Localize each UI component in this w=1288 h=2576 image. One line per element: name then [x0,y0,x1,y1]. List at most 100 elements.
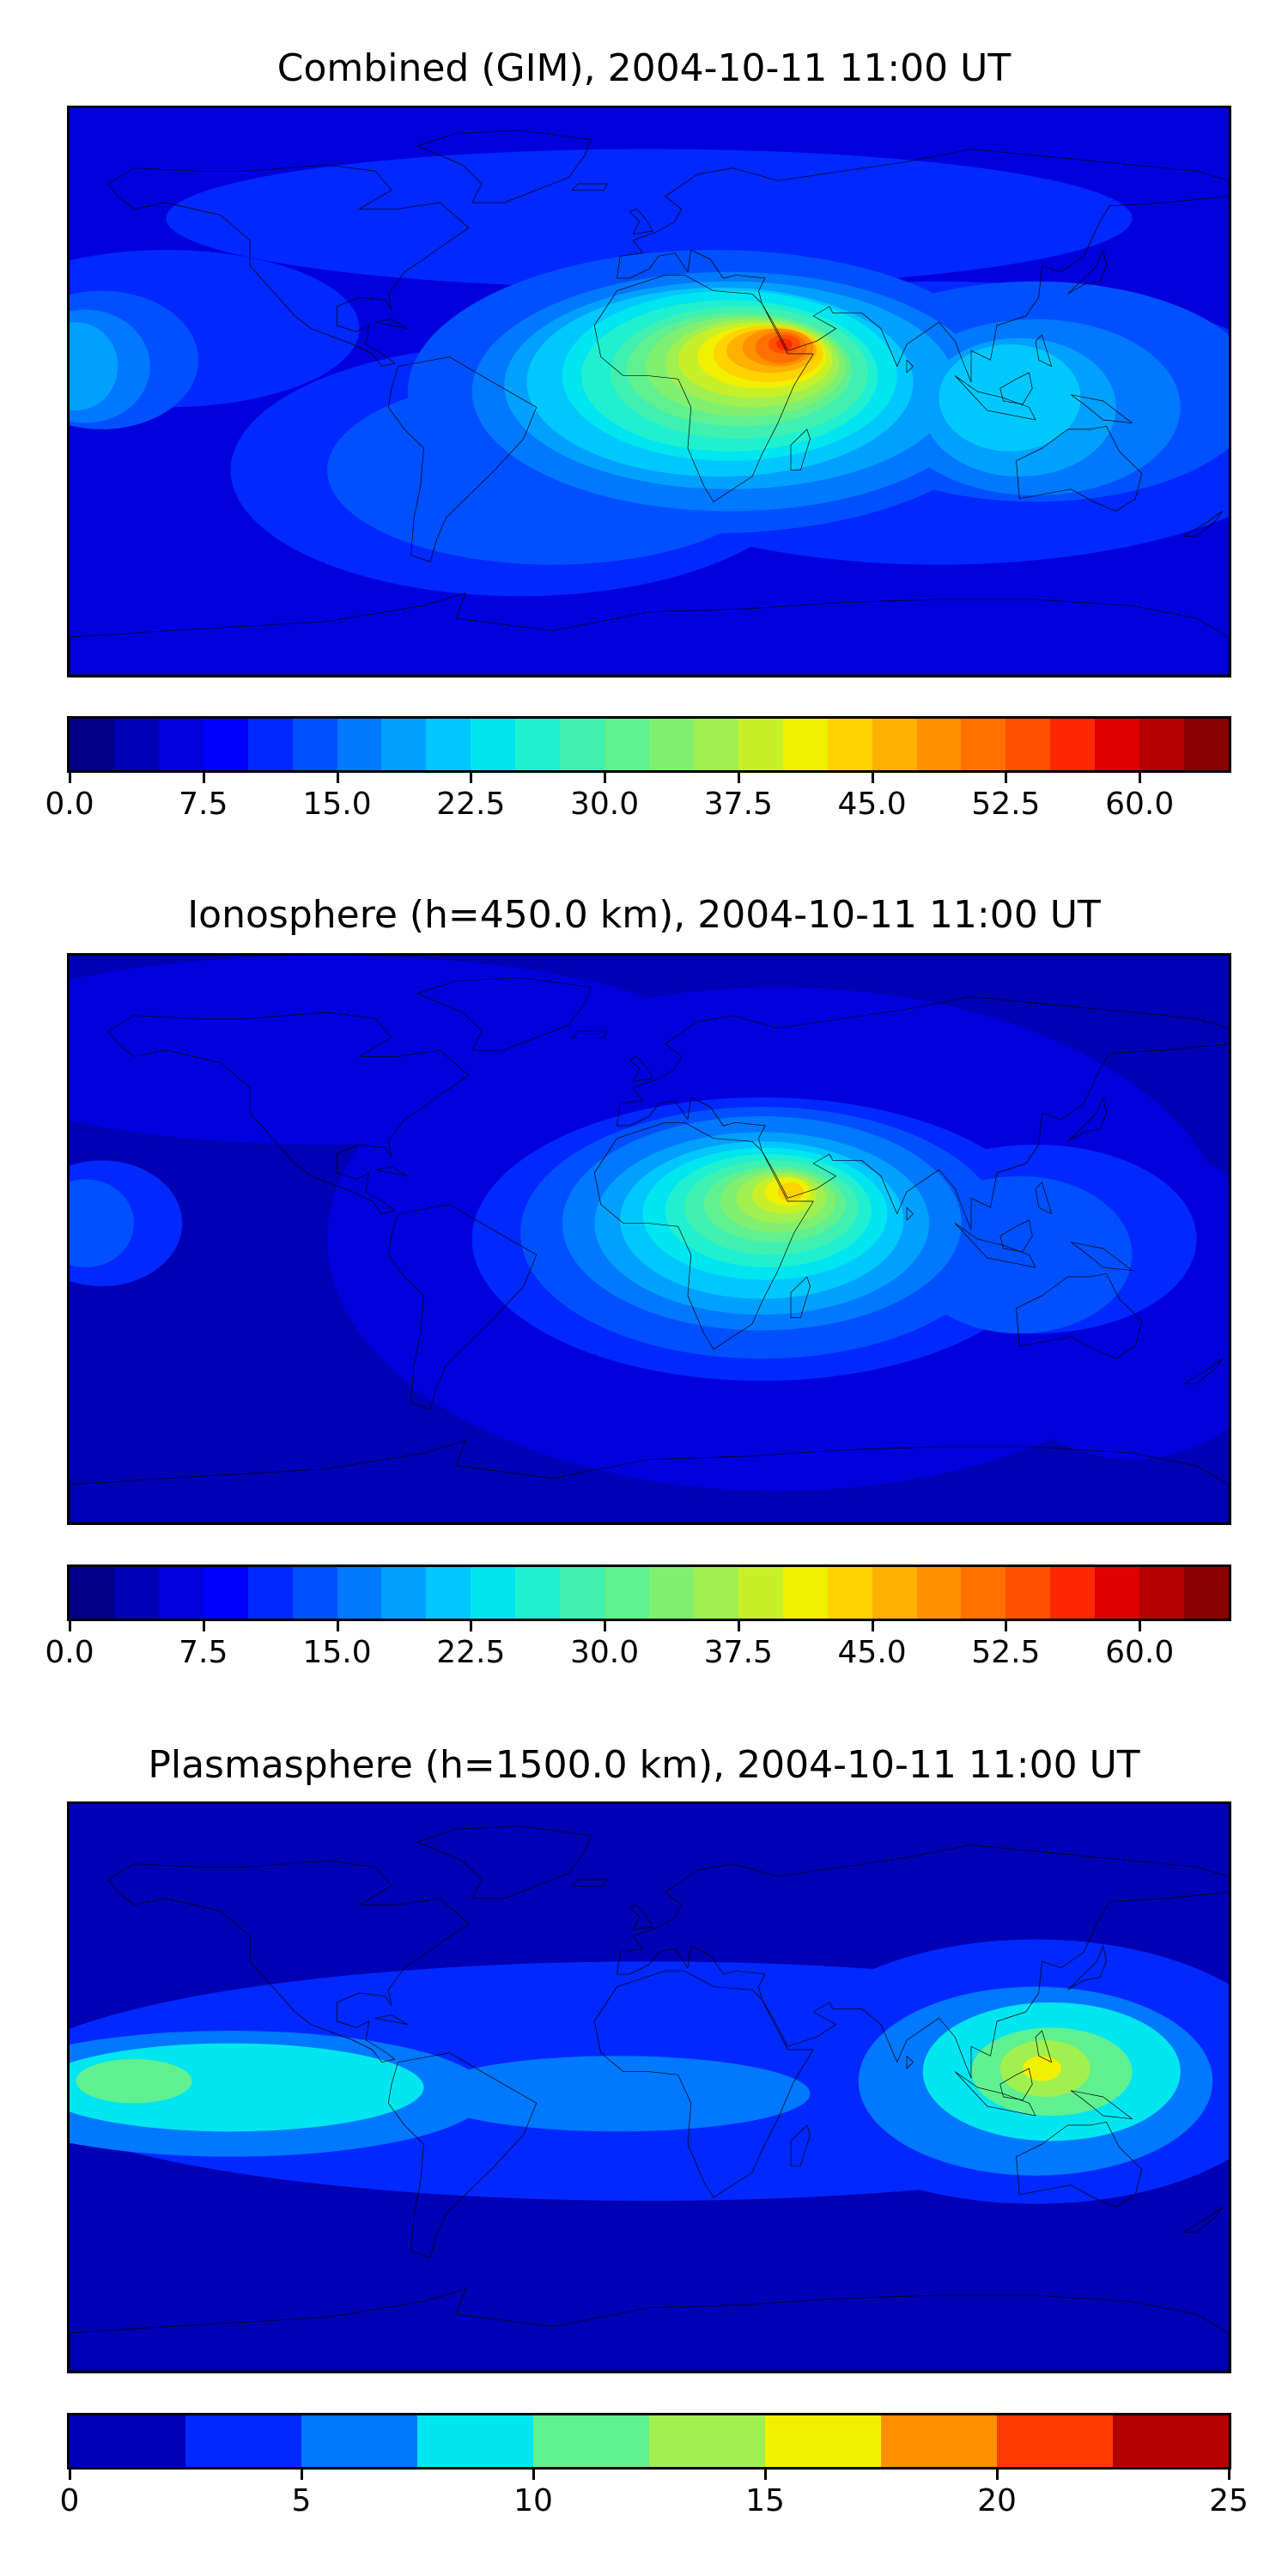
colorbar-tick-label: 22.5 [436,787,506,822]
colorbar-tick-label: 30.0 [569,1635,640,1670]
contour-level-2-blob-1 [907,1176,1133,1334]
colorbar-segment [738,1567,783,1619]
colorbar-segment [782,719,828,770]
coastline-cuba [375,319,408,329]
plasmasphere-colorbar-ticks: 0 5 10 15 20 25 [60,2470,1249,2521]
colorbar-tick [470,1621,473,1631]
coastline-eurasia [617,1845,1230,2078]
colorbar-tick [604,773,607,783]
coastline-new-guinea [1071,2091,1132,2119]
coastline-borneo [1000,2069,1033,2100]
colorbar-tick [336,1621,339,1631]
coastline-iceland [572,184,607,190]
colorbar-tick-label: 22.5 [436,1635,506,1670]
coastline-uk [630,1056,653,1081]
colorbar-segment [113,719,159,770]
coastline-new-guinea [1071,395,1132,423]
colorbar-tick-label: 0.0 [45,1635,94,1670]
colorbar-tick [764,2470,767,2480]
colorbar-segment [70,719,114,770]
colorbar-tick-label: 37.5 [703,1635,773,1670]
coastline-north-america [108,165,469,367]
colorbar-segment [961,719,1006,770]
coastline-africa [594,1971,813,2197]
contour-level-14-blob-0 [778,1182,804,1201]
colorbar-segment [648,719,694,770]
coastline-indonesia [955,376,1036,420]
combined-colorbar [67,716,1231,773]
coastline-south-america [388,2053,537,2257]
colorbar-segment [881,2415,997,2467]
colorbar-segment [247,719,293,770]
colorbar-segment [997,2415,1113,2467]
colorbar-segment [782,1567,828,1619]
colorbar-segment [1184,719,1229,770]
coastline-africa [594,275,813,501]
colorbar-segment [693,1567,738,1619]
colorbar-segment [203,719,248,770]
coastline-madagascar [791,429,811,471]
colorbar-tick [871,1621,874,1631]
colorbar-tick [69,1621,71,1631]
coastline-south-america [388,1205,537,1409]
colorbar-segment [113,1567,159,1619]
colorbar-tick [202,773,205,783]
colorbar-tick [1005,773,1008,783]
colorbar-segment [1139,1567,1185,1619]
combined-tec-contour-map [70,108,1229,675]
colorbar-tick-label: 15 [745,2483,785,2518]
colorbar-tick [871,773,874,783]
coastline-south-america [388,357,537,562]
colorbar-segment [426,719,471,770]
colorbar-segment [301,2415,417,2467]
colorbar-segment [381,719,427,770]
colorbar-segment [738,719,783,770]
coastline-japan [1068,1946,1107,1990]
colorbar-tick [532,2470,535,2480]
colorbar-tick [737,1621,740,1631]
panel-title: Ionosphere (h=450.0 km), 2004-10-11 11:0… [187,893,1101,937]
coastline-antarctica [70,1441,1229,1522]
colorbar-segment [827,1567,872,1619]
colorbar-segment [961,1567,1006,1619]
colorbar-segment [533,2415,649,2467]
colorbar-tick [1139,773,1142,783]
colorbar-tick [69,773,71,783]
colorbar-segment [247,1567,293,1619]
coastline-north-america [108,1012,469,1214]
colorbar-tick-label: 0 [59,2483,80,2518]
colorbar-segment [70,2415,185,2467]
coastline-africa [594,1122,813,1349]
colorbar-tick-label: 7.5 [179,787,228,822]
colorbar-segment [872,719,917,770]
coastline-antarctica [70,593,1229,675]
coastline-greenland [417,131,592,203]
colorbar-tick-label: 20 [977,2483,1017,2518]
colorbar-segment [337,1567,382,1619]
colorbar-segment [515,1567,561,1619]
coastline-madagascar [791,2125,811,2166]
colorbar-tick [1228,2470,1230,2480]
coastline-iceland [572,1880,607,1886]
ionosphere-map [67,953,1231,1525]
colorbar-segment [337,719,382,770]
colorbar-tick-label: 45.0 [837,787,907,822]
panel-title: Plasmasphere (h=1500.0 km), 2004-10-11 1… [148,1743,1140,1787]
colorbar-segment [605,719,649,770]
colorbar-tick [737,773,740,783]
colorbar-tick-label: 52.5 [971,1635,1041,1670]
plasmasphere-map [67,1801,1231,2373]
colorbar-segment [1050,1567,1096,1619]
contour-level-0-blob-2 [166,149,1133,288]
coastline-philippines [1036,2031,1052,2063]
coastline-japan [1068,250,1107,294]
colorbar-segment [560,1567,605,1619]
colorbar-segment [1005,719,1051,770]
colorbar-segment [827,719,872,770]
colorbar-tick-label: 10 [513,2483,553,2518]
colorbar-segment [1095,719,1140,770]
ionosphere-colorbar-ticks: 0.0 7.5 15.0 22.5 30.0 37.5 45.0 52.5 60.0 [45,1621,1231,1673]
colorbar-segment [292,719,337,770]
colorbar-segment [1113,2415,1229,2467]
colorbar-segment [1005,1567,1051,1619]
